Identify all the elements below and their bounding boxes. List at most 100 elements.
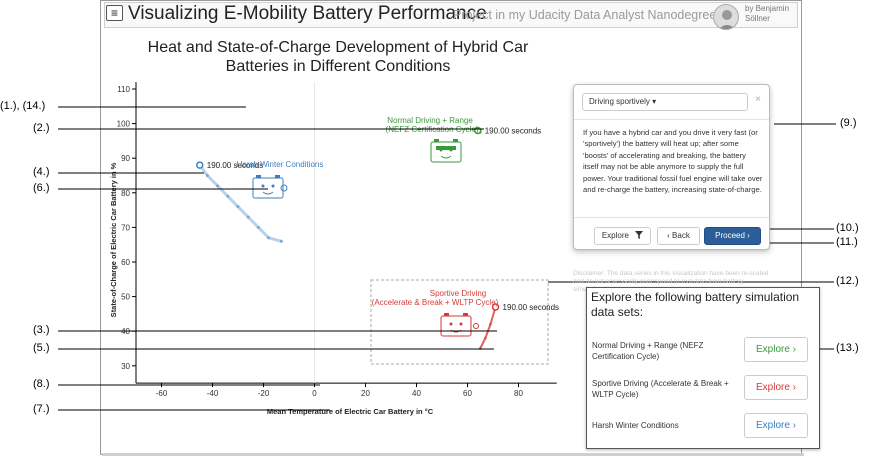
y-tick-label: 30 — [121, 362, 130, 371]
y-tick-label: 40 — [121, 327, 130, 336]
series-sportive-name: Sportive Driving — [430, 289, 486, 298]
x-tick-label: 80 — [514, 389, 523, 398]
y-tick-label: 90 — [121, 154, 130, 163]
dataset-label-winter: Harsh Winter Conditions — [592, 421, 679, 430]
series-winter-end-label: 190.00 seconds — [207, 161, 264, 170]
series-sportive-subtitle: (Accelerate & Break + WLTP Cycle) — [372, 298, 499, 307]
callout-8: (8.) — [33, 378, 50, 390]
callout-5: (5.) — [33, 342, 50, 354]
normal-battery-icon-terminal-right — [453, 139, 458, 142]
callout-2: (2.) — [33, 122, 50, 134]
sportive-battery-icon-terminal-right — [463, 313, 468, 316]
sportive-selection-box — [370, 279, 549, 365]
series-winter-end-marker — [196, 161, 204, 169]
callout-4: (4.) — [33, 166, 50, 178]
series-normal-name: Normal Driving + Range — [387, 116, 473, 125]
explore-winter-button[interactable]: Explore › — [744, 413, 808, 438]
x-tick-label: 60 — [463, 389, 472, 398]
dataset-label-sportive: Sportive Driving (Accelerate & Break + W… — [592, 379, 729, 399]
chart-title-line-1: Heat and State-of-Charge Development of … — [147, 39, 529, 56]
series-winter-point — [279, 239, 283, 243]
dataset-explorer-panel: Explore the following battery simulation… — [586, 287, 820, 449]
dataset-explorer-title: Explore the following battery simulation… — [591, 290, 800, 319]
y-tick-label: 70 — [121, 223, 130, 232]
dataset-label-normal: Normal Driving + Range (NEFZ Certificati… — [592, 341, 704, 361]
author-line-1: by Benjamin — [745, 4, 790, 13]
y-tick-label: 80 — [121, 189, 130, 198]
y-tick-label: 110 — [117, 85, 130, 94]
x-tick-label: -60 — [156, 389, 168, 398]
explore-filter-label: Explore — [601, 231, 629, 240]
callout-11: (11.) — [836, 236, 858, 248]
x-tick-label: -20 — [258, 389, 270, 398]
callout-10: (10.) — [836, 222, 859, 234]
normal-battery-icon-mouth — [440, 155, 452, 159]
x-tick-label: -40 — [207, 389, 219, 398]
explore-filter-button[interactable]: Explore — [594, 227, 651, 245]
series-sportive-point — [488, 322, 492, 326]
series-sportive-end-label: 190.00 seconds — [503, 303, 560, 312]
series-winter-point — [226, 194, 230, 198]
series-winter-point — [246, 215, 250, 219]
winter-battery-icon-mouth — [262, 191, 274, 195]
callout-3: (3.) — [33, 324, 50, 336]
back-button[interactable]: ‹ Back — [657, 227, 700, 245]
filter-icon — [635, 231, 644, 239]
winter-battery-icon-terminal-left — [256, 175, 261, 178]
chart-title-line-2: Batteries in Different Conditions — [225, 58, 451, 75]
winter-battery-icon-terminal-right — [275, 175, 280, 178]
y-axis-label: State-of-Charge of Electric Car Battery … — [109, 162, 118, 317]
popover-divider-top — [574, 119, 769, 120]
series-winter-line — [198, 163, 283, 243]
normal-battery-icon — [430, 141, 462, 163]
series-sportive-line — [479, 305, 497, 350]
sportive-battery-icon-terminal-left — [444, 313, 449, 316]
chart-title: Heat and State-of-Charge Development of … — [118, 38, 558, 76]
series-winter-point — [267, 236, 271, 240]
winter-battery-icon-eye-left — [261, 184, 265, 188]
callout-7: (7.) — [33, 403, 50, 415]
x-tick-label: 0 — [312, 389, 317, 398]
callout-1-14: (1.), (14.) — [0, 100, 46, 112]
callout-6: (6.) — [33, 182, 50, 194]
series-normal-end-label: 190.00 seconds — [485, 127, 542, 136]
x-axis-label: Mean Temperature of Electric Car Battery… — [267, 407, 434, 416]
sportive-battery-icon-eye-right — [459, 322, 463, 326]
popover-divider-bottom — [574, 217, 769, 218]
scenario-select[interactable]: Driving sportively ▾ — [582, 93, 748, 111]
app-subtitle: Project in my Udacity Data Analyst Nanod… — [453, 8, 717, 22]
series-winter-point — [236, 205, 240, 209]
author-line-2: Söllner — [745, 14, 770, 23]
hamburger-icon[interactable]: ≡ — [106, 5, 123, 21]
proceed-button[interactable]: Proceed › — [704, 227, 761, 245]
snowflake-icon — [280, 184, 288, 192]
series-winter-point — [205, 174, 209, 177]
y-tick-label: 60 — [121, 258, 130, 267]
y-tick-label: 50 — [121, 293, 130, 302]
series-winter-point — [216, 184, 220, 188]
callout-12: (12.) — [836, 275, 859, 287]
winter-battery-icon — [252, 177, 284, 199]
series-winter-point — [256, 225, 260, 229]
winter-battery-icon-eye-right — [271, 184, 275, 188]
series-sportive-point — [483, 336, 487, 340]
x-tick-label: 20 — [361, 389, 370, 398]
x-tick-label: 40 — [412, 389, 421, 398]
close-icon[interactable]: × — [755, 94, 761, 105]
author-avatar — [713, 4, 739, 30]
heat-icon — [473, 323, 479, 329]
explore-sportive-button[interactable]: Explore › — [744, 375, 808, 400]
sunglasses-icon — [436, 146, 456, 150]
frame-shadow — [102, 453, 804, 456]
author-credit: by Benjamin Söllner — [745, 4, 789, 24]
series-winter-name: Harsh Winter Conditions — [237, 160, 324, 169]
normal-battery-icon-terminal-left — [434, 139, 439, 142]
explore-normal-button[interactable]: Explore › — [744, 337, 808, 362]
y-tick-label: 100 — [117, 120, 131, 129]
callout-13: (13.) — [836, 342, 859, 354]
callout-9: (9.) — [840, 117, 857, 129]
sportive-battery-icon-eye-left — [449, 322, 453, 326]
tour-popover: Driving sportively ▾ × If you have a hyb… — [573, 84, 770, 250]
series-sportive-end-marker — [491, 303, 500, 311]
